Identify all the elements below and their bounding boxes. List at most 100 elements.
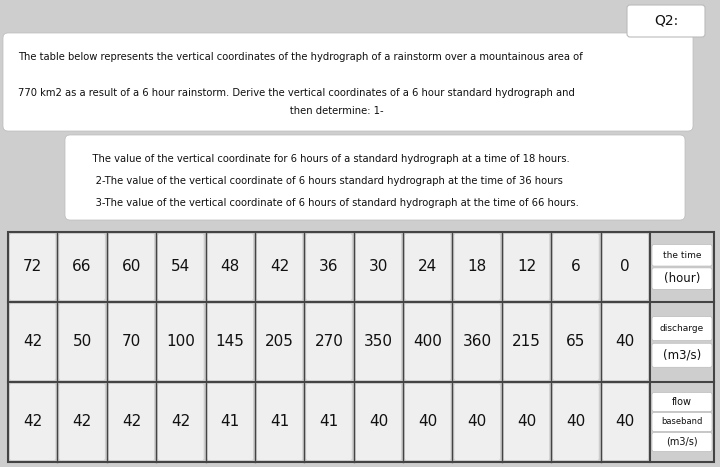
FancyBboxPatch shape xyxy=(207,304,253,381)
FancyBboxPatch shape xyxy=(256,304,303,381)
FancyBboxPatch shape xyxy=(454,383,500,460)
FancyBboxPatch shape xyxy=(59,304,105,381)
FancyBboxPatch shape xyxy=(108,304,155,381)
Text: 30: 30 xyxy=(369,260,388,275)
FancyBboxPatch shape xyxy=(553,304,599,381)
Text: 40: 40 xyxy=(369,415,388,430)
Text: 400: 400 xyxy=(413,334,442,349)
Text: 24: 24 xyxy=(418,260,437,275)
Text: 0: 0 xyxy=(621,260,630,275)
FancyBboxPatch shape xyxy=(256,383,303,460)
Text: 41: 41 xyxy=(270,415,289,430)
Text: The table below represents the vertical coordinates of the hydrograph of a rains: The table below represents the vertical … xyxy=(18,52,582,62)
FancyBboxPatch shape xyxy=(306,383,352,460)
FancyBboxPatch shape xyxy=(454,234,500,300)
Text: 42: 42 xyxy=(73,415,91,430)
FancyBboxPatch shape xyxy=(158,304,204,381)
FancyBboxPatch shape xyxy=(405,234,451,300)
FancyBboxPatch shape xyxy=(355,304,402,381)
FancyBboxPatch shape xyxy=(355,383,402,460)
Text: flow: flow xyxy=(672,397,692,407)
FancyBboxPatch shape xyxy=(405,304,451,381)
Text: 40: 40 xyxy=(616,334,635,349)
FancyBboxPatch shape xyxy=(503,304,550,381)
FancyBboxPatch shape xyxy=(108,234,155,300)
Text: 48: 48 xyxy=(220,260,240,275)
Text: 50: 50 xyxy=(73,334,91,349)
FancyBboxPatch shape xyxy=(405,383,451,460)
Text: discharge: discharge xyxy=(660,324,704,333)
Text: 40: 40 xyxy=(517,415,536,430)
FancyBboxPatch shape xyxy=(9,304,56,381)
FancyBboxPatch shape xyxy=(503,234,550,300)
Bar xyxy=(8,232,714,462)
FancyBboxPatch shape xyxy=(306,234,352,300)
Text: then determine: 1-: then determine: 1- xyxy=(18,106,384,116)
Text: 42: 42 xyxy=(171,415,191,430)
Text: 54: 54 xyxy=(171,260,191,275)
Text: baseband: baseband xyxy=(661,417,703,426)
FancyBboxPatch shape xyxy=(652,268,712,290)
Text: 270: 270 xyxy=(315,334,343,349)
FancyBboxPatch shape xyxy=(306,304,352,381)
Text: 145: 145 xyxy=(216,334,245,349)
FancyBboxPatch shape xyxy=(207,383,253,460)
Text: (hour): (hour) xyxy=(664,272,700,285)
FancyBboxPatch shape xyxy=(602,234,649,300)
Text: 40: 40 xyxy=(467,415,487,430)
FancyBboxPatch shape xyxy=(108,383,155,460)
Text: the time: the time xyxy=(662,251,701,260)
Text: 3-The value of the vertical coordinate of 6 hours of standard hydrograph at the : 3-The value of the vertical coordinate o… xyxy=(80,198,579,208)
FancyBboxPatch shape xyxy=(602,383,649,460)
Text: (m3/s): (m3/s) xyxy=(666,437,698,447)
Text: 205: 205 xyxy=(265,334,294,349)
FancyBboxPatch shape xyxy=(652,343,712,367)
FancyBboxPatch shape xyxy=(158,234,204,300)
FancyBboxPatch shape xyxy=(553,234,599,300)
Text: (m3/s): (m3/s) xyxy=(663,349,701,362)
FancyBboxPatch shape xyxy=(355,234,402,300)
Text: 6: 6 xyxy=(571,260,581,275)
FancyBboxPatch shape xyxy=(602,304,649,381)
FancyBboxPatch shape xyxy=(503,383,550,460)
Text: 350: 350 xyxy=(364,334,393,349)
Text: 36: 36 xyxy=(319,260,338,275)
Text: 18: 18 xyxy=(467,260,487,275)
FancyBboxPatch shape xyxy=(553,383,599,460)
Text: 12: 12 xyxy=(517,260,536,275)
Text: 215: 215 xyxy=(512,334,541,349)
FancyBboxPatch shape xyxy=(652,245,712,266)
FancyBboxPatch shape xyxy=(3,33,693,131)
Text: 42: 42 xyxy=(122,415,141,430)
FancyBboxPatch shape xyxy=(59,383,105,460)
FancyBboxPatch shape xyxy=(627,5,705,37)
FancyBboxPatch shape xyxy=(652,412,712,432)
FancyBboxPatch shape xyxy=(652,432,712,452)
Text: 60: 60 xyxy=(122,260,141,275)
FancyBboxPatch shape xyxy=(652,317,712,340)
FancyBboxPatch shape xyxy=(59,234,105,300)
FancyBboxPatch shape xyxy=(9,234,56,300)
Text: 42: 42 xyxy=(270,260,289,275)
Text: 2-The value of the vertical coordinate of 6 hours standard hydrograph at the tim: 2-The value of the vertical coordinate o… xyxy=(80,176,563,186)
Text: 42: 42 xyxy=(23,415,42,430)
Text: 40: 40 xyxy=(616,415,635,430)
Text: 70: 70 xyxy=(122,334,141,349)
Text: 360: 360 xyxy=(462,334,492,349)
Text: 40: 40 xyxy=(418,415,437,430)
Text: 41: 41 xyxy=(320,415,338,430)
Text: 41: 41 xyxy=(220,415,240,430)
FancyBboxPatch shape xyxy=(256,234,303,300)
Text: 770 km2 as a result of a 6 hour rainstorm. Derive the vertical coordinates of a : 770 km2 as a result of a 6 hour rainstor… xyxy=(18,88,575,98)
FancyBboxPatch shape xyxy=(9,383,56,460)
FancyBboxPatch shape xyxy=(65,135,685,220)
Text: 72: 72 xyxy=(23,260,42,275)
Text: The value of the vertical coordinate for 6 hours of a standard hydrograph at a t: The value of the vertical coordinate for… xyxy=(80,154,570,164)
Text: 40: 40 xyxy=(567,415,585,430)
FancyBboxPatch shape xyxy=(454,304,500,381)
Text: 65: 65 xyxy=(566,334,585,349)
Text: 66: 66 xyxy=(72,260,92,275)
FancyBboxPatch shape xyxy=(158,383,204,460)
Text: Q2:: Q2: xyxy=(654,14,678,28)
FancyBboxPatch shape xyxy=(652,392,712,411)
